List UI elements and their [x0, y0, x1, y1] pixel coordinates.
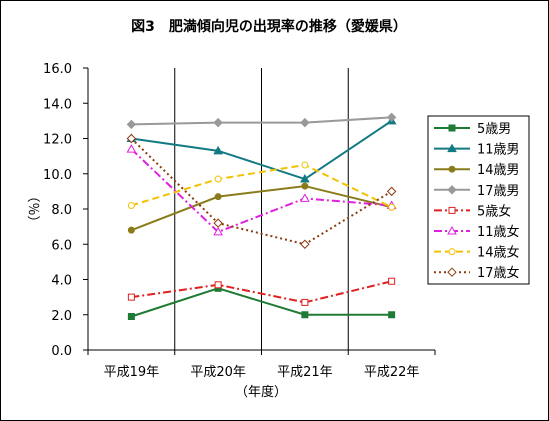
legend-marker	[448, 248, 456, 256]
legend-label: 17歳女	[477, 265, 520, 281]
series-lines	[130, 116, 393, 318]
series-line-3	[131, 185, 392, 232]
y-tick-label: 12.0	[43, 133, 72, 148]
chart-title: 図3 肥満傾向児の出現率の推移（愛媛県）	[131, 18, 407, 35]
data-point	[301, 161, 309, 169]
legend-box	[427, 115, 530, 285]
data-point	[213, 117, 223, 128]
legend-label: 5歳女	[477, 203, 511, 219]
x-tick-label: 平成19年	[104, 365, 160, 380]
data-point	[300, 193, 310, 202]
legend-marker	[447, 143, 457, 153]
legend-marker	[448, 124, 456, 132]
y-tick-label: 10.0	[43, 168, 72, 183]
data-point	[213, 145, 223, 155]
series-markers	[126, 112, 397, 321]
y-tick-label: 6.0	[51, 238, 72, 253]
series-line-6	[130, 148, 392, 234]
legend: 5歳男 11歳男 14歳男 17歳男 5歳女 11歳女 14歳女 17歳女	[427, 115, 530, 285]
series-line-2	[131, 120, 393, 181]
legend-label: 11歳男	[477, 143, 520, 158]
data-point	[213, 226, 223, 236]
legend-label: 14歳女	[477, 245, 520, 261]
data-point	[213, 218, 223, 228]
legend-marker	[447, 225, 457, 235]
series-line-7	[131, 163, 393, 209]
y-tick-label: 4.0	[51, 274, 72, 289]
data-point	[214, 175, 222, 183]
data-point	[386, 186, 397, 197]
x-axis-title: （年度）	[235, 384, 287, 400]
data-point	[300, 174, 310, 183]
legend-label: 11歳女	[477, 224, 520, 240]
y-axis-label: （％）	[25, 189, 40, 228]
series-line-5	[131, 280, 392, 304]
x-tick-label: 平成21年	[277, 365, 333, 380]
series-line-1	[131, 287, 392, 318]
data-point	[214, 281, 222, 289]
y-tick-label: 16.0	[43, 62, 72, 77]
legend-marker	[447, 267, 457, 277]
data-point	[127, 293, 135, 301]
axes: 0.0 2.0 4.0 6.0 8.0 10.0 12.0 14.0 16.0 平成19年 平成20…	[43, 62, 436, 380]
legend-label: 14歳男	[477, 163, 520, 178]
data-point	[126, 119, 137, 130]
legend-label: 5歳男	[477, 122, 511, 137]
data-point	[388, 311, 396, 319]
data-point	[127, 313, 135, 321]
series-line-8	[130, 137, 393, 246]
y-tick-label: 14.0	[43, 97, 72, 112]
data-point	[214, 193, 222, 201]
legend-marker	[447, 185, 457, 195]
y-tick-label: 8.0	[51, 203, 72, 218]
data-point	[388, 203, 396, 211]
series-line-4	[131, 116, 392, 126]
data-point	[388, 277, 396, 285]
y-tick-label: 2.0	[51, 309, 72, 324]
legend-marker	[448, 206, 456, 214]
data-point	[127, 226, 135, 234]
x-tick-label: 平成22年	[364, 365, 420, 380]
x-tick-label: 平成20年	[190, 365, 246, 380]
data-point	[301, 182, 309, 190]
data-point	[301, 311, 309, 319]
data-point	[127, 201, 135, 209]
legend-label: 17歳男	[477, 184, 520, 199]
data-point	[301, 298, 309, 306]
data-point	[386, 112, 397, 123]
data-point	[126, 133, 137, 144]
data-point	[300, 239, 310, 249]
data-point	[300, 117, 310, 128]
y-tick-label: 0.0	[51, 344, 72, 359]
legend-marker	[448, 165, 456, 173]
y-axis-title: （％）	[25, 189, 40, 228]
data-point	[126, 144, 137, 153]
